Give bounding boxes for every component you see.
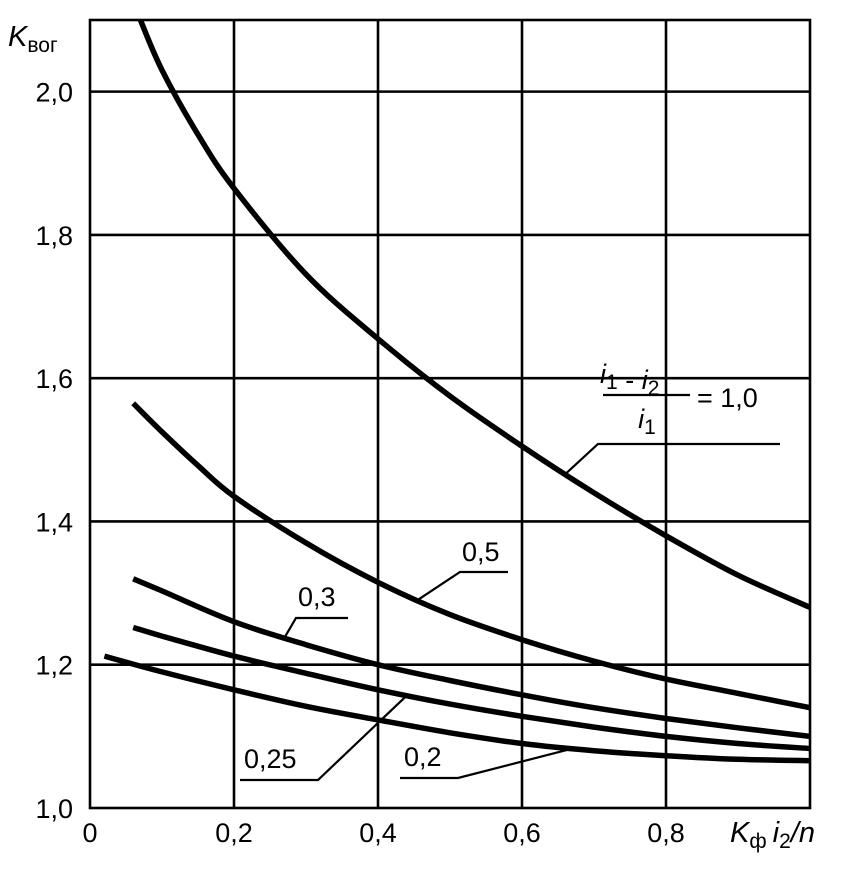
formula-part: i1 - i2	[600, 359, 659, 400]
label-leader	[416, 570, 508, 601]
x-axis-label: Kф i2/n	[730, 817, 815, 853]
x-tick-label: 0,6	[503, 818, 541, 848]
y-tick-label: 1,4	[35, 507, 73, 537]
series-label: 0,3	[298, 582, 336, 612]
x-tick-label: 0	[82, 818, 97, 848]
formula-part: i1	[638, 404, 656, 439]
y-axis-label: Kвог	[8, 21, 58, 57]
y-tick-label: 1,2	[35, 651, 73, 681]
label-leader	[400, 747, 573, 780]
y-tick-label: 1,6	[35, 364, 73, 394]
x-tick-label: 0,2	[215, 818, 253, 848]
label-leader	[283, 616, 348, 639]
leader-lines	[240, 393, 780, 782]
series-line	[103, 653, 810, 764]
curves	[103, 20, 810, 764]
series-line	[132, 576, 810, 740]
series-line	[137, 20, 810, 610]
series-line	[132, 624, 810, 752]
series-label: 0,25	[244, 744, 297, 774]
x-tick-label: 0,8	[647, 818, 685, 848]
series-label: 0,5	[462, 537, 500, 567]
series-line	[131, 401, 810, 711]
label-leader	[240, 694, 408, 782]
plot-frame	[88, 18, 812, 810]
y-tick-label: 1,0	[35, 794, 73, 824]
series-label: 0,2	[404, 742, 442, 772]
y-tick-label: 2,0	[35, 78, 73, 108]
y-tick-label: 1,8	[35, 221, 73, 251]
formula-equals: = 1,0	[697, 383, 758, 413]
chart-text: 0 0,2 0,4 0,6 0,8 1,0 1,2 1,4 1,6 1,8 2,0 Kвог Kф i2/…	[8, 21, 815, 853]
label-leader	[564, 442, 780, 475]
x-tick-label: 0,4	[359, 818, 397, 848]
